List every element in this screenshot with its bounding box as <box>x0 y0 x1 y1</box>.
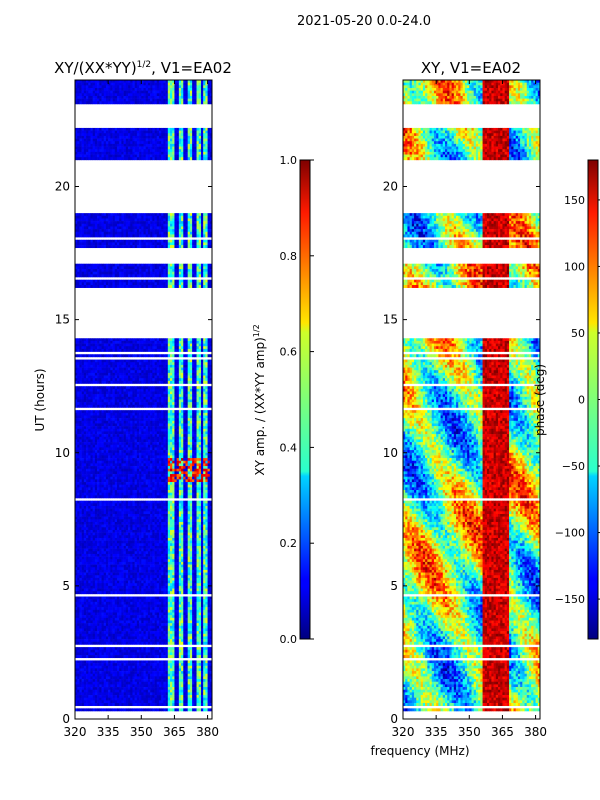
phase-plot-frame <box>402 79 541 720</box>
amplitude-y-tick-label: 0 <box>62 712 70 726</box>
amplitude-y-axis-label: UT (hours) <box>33 368 47 431</box>
phase-y-tick-label: 0 <box>390 712 398 726</box>
amplitude-colorbar-tick-label: 1.0 <box>280 154 298 167</box>
phase-y-tick-label: 10 <box>383 446 398 460</box>
amplitude-y-axis: 0 5 10 15 20 <box>55 180 212 726</box>
amplitude-colorbar-tick-label: 0.8 <box>280 250 298 263</box>
amplitude-y-tick-label: 20 <box>55 180 70 194</box>
phase-colorbar-ticks: −150 −100 −50 0 50 100 150 <box>555 194 600 606</box>
amplitude-y-tick-label: 15 <box>55 313 70 327</box>
phase-colorbar-tick-label: 100 <box>564 260 585 273</box>
shared-x-axis-label: frequency (MHz) <box>370 744 469 758</box>
phase-y-tick-label: 20 <box>383 180 398 194</box>
phase-x-tick-label: 380 <box>524 725 547 739</box>
amplitude-colorbar-ticks: 0.0 0.2 0.4 0.6 0.8 1.0 <box>280 154 314 646</box>
phase-colorbar-tick-label: −50 <box>562 460 585 473</box>
phase-x-tick-label: 320 <box>392 725 415 739</box>
amplitude-x-tick-label: 380 <box>196 725 219 739</box>
amplitude-colorbar-label: XY amp. / (XX*YY amp)1/2 <box>252 324 267 475</box>
amplitude-colorbar: 0.0 0.2 0.4 0.6 0.8 1.0 XY amp. / (XX*YY amp)… <box>252 154 314 646</box>
phase-colorbar-tick-label: 0 <box>578 394 585 407</box>
phase-colorbar-label: phase (deg) <box>533 364 547 436</box>
phase-x-tick-label: 350 <box>458 725 481 739</box>
amplitude-colorbar-tick-label: 0.4 <box>280 441 298 454</box>
amplitude-panel-title: XY/(XX*YY)1/2, V1=EA02 <box>54 59 232 77</box>
amplitude-colorbar-tick-label: 0.6 <box>280 346 298 359</box>
phase-colorbar-tick-label: 50 <box>571 327 585 340</box>
phase-heatmap <box>403 80 540 712</box>
phase-x-tick-label: 365 <box>491 725 514 739</box>
phase-panel-title: XY, V1=EA02 <box>421 59 521 77</box>
amplitude-colorbar-gradient <box>299 159 311 640</box>
phase-colorbar-tick-label: 150 <box>564 194 585 207</box>
amplitude-x-axis: 320 335 350 365 380 <box>64 80 219 739</box>
amplitude-y-tick-label: 10 <box>55 446 70 460</box>
amplitude-x-tick-label: 365 <box>163 725 186 739</box>
phase-colorbar-tick-label: −100 <box>555 527 585 540</box>
phase-y-tick-label: 15 <box>383 313 398 327</box>
amplitude-heatmap <box>75 80 212 712</box>
amplitude-x-tick-label: 350 <box>130 725 153 739</box>
phase-colorbar: −150 −100 −50 0 50 100 150 phase (deg) <box>533 159 600 640</box>
phase-y-axis: 0 5 10 15 20 <box>383 180 540 726</box>
phase-x-axis: 320 335 350 365 380 <box>392 80 547 739</box>
amplitude-colorbar-tick-label: 0.2 <box>280 537 298 550</box>
phase-colorbar-gradient <box>587 159 599 640</box>
amplitude-y-tick-label: 5 <box>62 579 70 593</box>
amplitude-colorbar-tick-label: 0.0 <box>280 633 298 646</box>
amplitude-panel: XY/(XX*YY)1/2, V1=EA02 320 335 350 365 380 0… <box>33 59 232 739</box>
amplitude-plot-frame <box>74 79 213 720</box>
figure-suptitle: 2021-05-20 0.0-24.0 <box>0 14 600 29</box>
phase-y-tick-label: 5 <box>390 579 398 593</box>
amplitude-x-tick-label: 320 <box>64 725 87 739</box>
phase-colorbar-tick-label: −150 <box>555 593 585 606</box>
phase-x-tick-label: 335 <box>425 725 448 739</box>
phase-panel: XY, V1=EA02 320 335 350 365 380 0 5 10 15 20 <box>383 59 547 739</box>
amplitude-x-tick-label: 335 <box>97 725 120 739</box>
